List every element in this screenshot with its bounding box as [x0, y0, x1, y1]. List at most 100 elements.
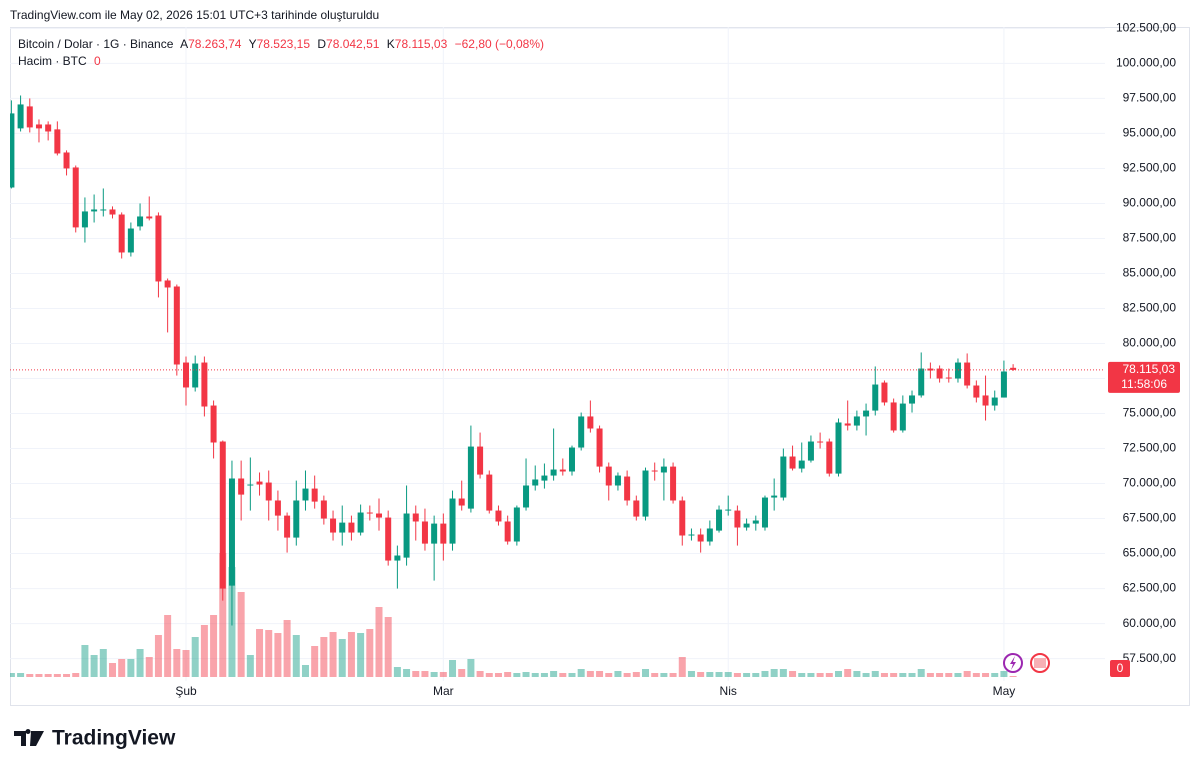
x-tick-label: Şub	[175, 684, 197, 698]
candle-body	[265, 482, 272, 501]
volume-bar	[1009, 676, 1017, 677]
volume-bar	[90, 655, 98, 677]
volume-bar	[835, 671, 842, 677]
volume-bar	[531, 673, 539, 677]
candle-body	[624, 476, 631, 501]
volume-bar	[550, 671, 558, 677]
y-tick-label: 97.500,00	[1123, 91, 1177, 105]
volume-bar	[982, 673, 990, 677]
volume-bar	[853, 671, 861, 677]
volume-bar	[320, 637, 328, 677]
candle-body	[247, 484, 254, 486]
candle-body	[725, 509, 732, 511]
candle-body	[633, 500, 640, 517]
volume-bar	[770, 669, 778, 677]
y-tick-label: 72.500,00	[1123, 441, 1177, 455]
volume-bar	[568, 673, 576, 677]
volume-bar	[926, 673, 934, 677]
volume-bar	[108, 663, 116, 677]
last-price-badge	[1108, 361, 1180, 393]
volume-bar	[936, 673, 944, 677]
y-tick-label: 62.500,00	[1123, 581, 1177, 595]
volume-bar	[871, 671, 879, 677]
candle-body	[807, 441, 814, 461]
volume-bar	[614, 671, 622, 677]
volume-bar	[237, 592, 245, 677]
candle-body	[183, 362, 190, 388]
candle-body	[45, 124, 52, 132]
volume-bar	[697, 672, 705, 677]
candle-body	[688, 534, 695, 536]
candle-body	[35, 124, 42, 129]
candle-body	[863, 410, 870, 417]
y-tick-label: 75.000,00	[1123, 406, 1177, 420]
volume-bar	[200, 625, 208, 677]
candle-body	[559, 469, 566, 472]
logo-mark	[14, 729, 44, 746]
volume-bar	[605, 673, 613, 677]
candle-body	[412, 513, 419, 522]
volume-bar	[274, 633, 282, 677]
volume-bar	[347, 632, 355, 677]
volume-bar	[72, 673, 80, 677]
volume-name: Hacim · BTC	[18, 54, 87, 68]
candle-body	[385, 517, 392, 561]
volume-bar	[44, 674, 52, 677]
candle-body	[376, 513, 382, 518]
legend-key: Y	[249, 37, 257, 51]
candle-body	[761, 497, 768, 528]
candle-body	[587, 416, 594, 429]
x-tick-label: Mar	[433, 684, 454, 698]
volume-bar	[154, 635, 162, 677]
candle-body	[881, 382, 888, 403]
candle-body	[679, 500, 686, 536]
volume-bar	[81, 645, 89, 677]
volume-bar	[890, 673, 898, 677]
indicator-icons	[1003, 653, 1050, 673]
volume-bar	[99, 649, 107, 677]
candle-body	[127, 228, 134, 253]
candle-body	[973, 385, 980, 398]
volume-bar	[246, 655, 254, 677]
volume-bar	[954, 673, 962, 677]
volume-bar	[219, 553, 227, 677]
legend-value: 78.263,74	[188, 37, 242, 51]
volume-bar	[825, 673, 833, 677]
volume-bar	[687, 671, 695, 677]
y-tick-label: 95.000,00	[1123, 126, 1177, 140]
candle-body	[780, 456, 787, 498]
candle-body	[706, 528, 713, 542]
candle-body	[697, 534, 704, 542]
candle-body	[927, 368, 934, 371]
volume-bar	[136, 649, 144, 677]
volume-bar	[908, 673, 916, 677]
legend-key: K	[387, 37, 395, 51]
candle-body	[320, 500, 327, 519]
volume-bar	[449, 660, 457, 677]
candle-body	[605, 466, 612, 486]
candle-body	[651, 470, 658, 472]
candle-body	[192, 363, 199, 388]
candle-body	[284, 515, 291, 538]
y-tick-label: 90.000,00	[1123, 196, 1177, 210]
candle-body	[844, 423, 851, 426]
candle-body	[440, 523, 447, 544]
candle-body	[798, 460, 805, 469]
candle-body	[596, 428, 603, 467]
volume-bar	[53, 674, 61, 677]
volume-bar	[991, 673, 999, 677]
flag-icon-glyph	[1034, 658, 1046, 668]
legend-value: 78.042,51	[326, 37, 380, 51]
volume-bar	[917, 669, 925, 677]
candle-body	[91, 209, 98, 212]
candle-body	[550, 469, 557, 476]
volume-bar	[191, 637, 199, 677]
candle-body	[118, 214, 125, 253]
candle-body	[155, 215, 162, 282]
y-tick-label: 65.000,00	[1123, 546, 1177, 560]
y-tick-label: 82.500,00	[1123, 301, 1177, 315]
candle-body	[164, 280, 171, 288]
volume-bar	[35, 674, 43, 677]
volume-bar	[375, 607, 383, 677]
